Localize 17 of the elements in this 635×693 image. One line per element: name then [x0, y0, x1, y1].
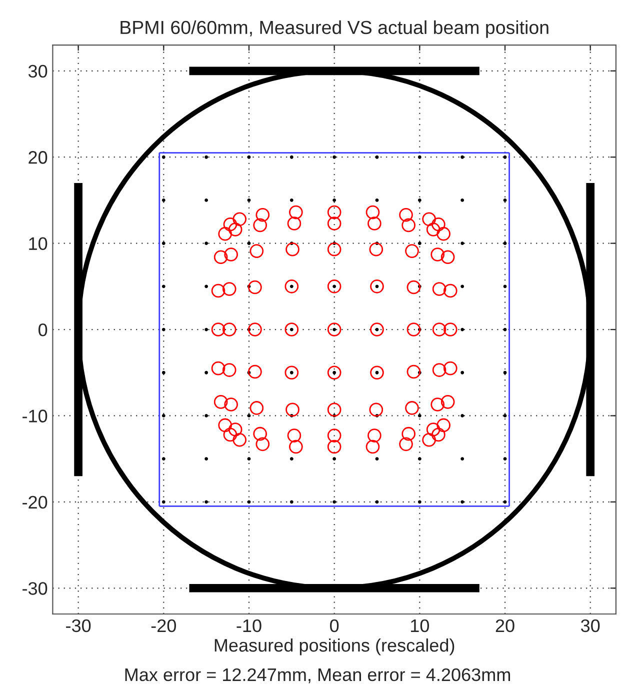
y-tick-label: 0: [38, 323, 48, 336]
y-tick-label: -10: [22, 410, 48, 422]
x-tick-label: -30: [66, 619, 91, 632]
x-tick-label: 10: [411, 619, 430, 632]
x-tick-label: 20: [496, 619, 514, 632]
text: Max error = 12.247mm, Mean error = 4.2063mm: [125, 668, 510, 684]
x-tick-label: 30: [580, 619, 600, 632]
x-tick-label: 0: [330, 619, 339, 632]
x-tick-label: -20: [151, 619, 176, 632]
y-tick-label: -30: [22, 582, 48, 595]
chart-title: BPMI 60/60mm, Measured VS actual beam position: [120, 20, 548, 38]
x-axis-title: Measured positions (rescaled): [214, 638, 454, 656]
y-tick-label: 10: [29, 237, 48, 250]
y-tick-label: 30: [28, 64, 48, 78]
y-tick-label: 20: [28, 151, 48, 164]
y-tick-label: -20: [22, 496, 48, 509]
x-tick-label: -10: [236, 619, 262, 632]
